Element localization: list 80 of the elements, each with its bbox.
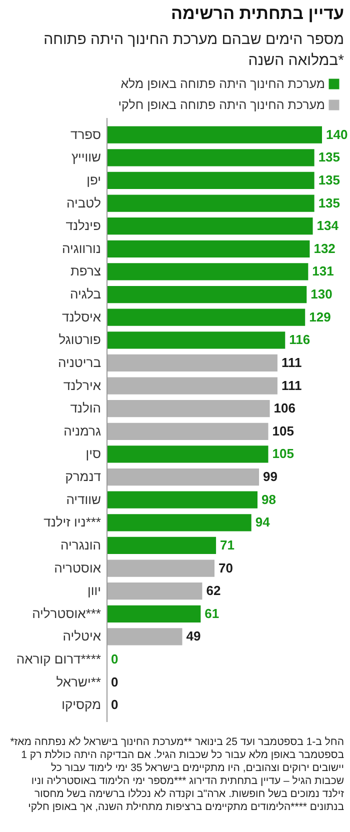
bar xyxy=(107,126,322,144)
data-label: 135 xyxy=(318,150,340,165)
y-tick-label: ישראל** xyxy=(56,674,101,690)
y-tick-label: שוודיה xyxy=(66,492,101,507)
y-tick-label: בלגיה xyxy=(70,286,102,302)
data-label: 131 xyxy=(312,264,334,279)
bar xyxy=(107,354,278,372)
data-label: 62 xyxy=(206,583,221,598)
chart-subtitle: מספר הימים שבהם מערכת החינוך היתה פתוחה במלואה השנה* xyxy=(44,31,344,69)
y-tick-label: שווייץ xyxy=(71,150,101,165)
bar xyxy=(107,172,314,190)
y-tick-label: אירלנד xyxy=(63,378,101,393)
y-tick-label: בריטניה xyxy=(58,354,102,370)
text: *החל ב-1 בספטמבר ועד 25 בינואר **מערכת החינוך בישראל לא נפתחה מאז 1 בספטמבר באופן מלא עבור כל שכבות הגיל. אם הבדיקה היתה כוללת רק יישובים ירוקים וצהובים, היו מתקיימים בישראל 35 ימי לימוד עבור כל שכבות הגיל – עדיין בתחתית הדירוג ***מספר ימי הלימוד באוסטרליה וניו זילנד נמוכים בשל חופשות. ארה"ב וקנדה לא נכללו ברשימה בשל מחסור בנתונים ****הלימודים מתקיימים ברציפות מתחילת השנה, אך באופן חלקי xyxy=(10,736,344,813)
bar xyxy=(107,514,252,532)
data-label: 0 xyxy=(111,652,118,667)
bar xyxy=(107,560,214,577)
y-tick-label: דנמרק xyxy=(65,469,101,484)
data-label: 0 xyxy=(111,697,118,712)
data-label: 106 xyxy=(274,400,296,416)
data-label: 49 xyxy=(186,628,201,644)
data-label: 129 xyxy=(309,309,331,324)
bar xyxy=(107,263,308,280)
data-label: 116 xyxy=(289,332,310,348)
legend-label: מערכת החינוך היתה פתוחה באופן חלקי xyxy=(118,98,325,112)
data-label: 94 xyxy=(255,514,271,530)
bar xyxy=(107,286,307,304)
bar xyxy=(107,218,313,235)
data-label: 105 xyxy=(272,446,294,462)
y-tick-label: מקסיקו xyxy=(62,697,101,712)
bar xyxy=(107,422,268,440)
data-label: 0 xyxy=(111,674,118,690)
data-label: 98 xyxy=(262,492,276,507)
data-label: 61 xyxy=(204,606,220,621)
data-label: 105 xyxy=(272,423,294,438)
data-label: 140 xyxy=(326,126,348,142)
y-tick-label: יפן xyxy=(86,172,101,188)
data-label: 135 xyxy=(318,172,340,188)
y-tick-label: ספרד xyxy=(70,126,101,142)
data-label: 132 xyxy=(314,240,336,256)
y-tick-label: אוסטרליה*** xyxy=(32,606,101,621)
data-label: 71 xyxy=(220,537,235,552)
y-tick-label: ניו זילנד*** xyxy=(44,514,101,530)
bar xyxy=(107,582,202,600)
y-tick-label: גרמניה xyxy=(64,423,102,438)
data-label: 135 xyxy=(318,195,340,210)
bar xyxy=(107,377,278,394)
data-label: 111 xyxy=(281,354,302,370)
chart-title: עדיין בתחתית הרשימה xyxy=(170,4,344,23)
data-label: 99 xyxy=(263,469,278,484)
bar xyxy=(107,491,258,508)
bar xyxy=(107,605,201,622)
bar xyxy=(107,194,314,212)
bar xyxy=(107,536,216,554)
y-tick-label: איטליה xyxy=(62,628,101,644)
y-tick-label: איסלנד xyxy=(62,309,101,324)
y-tick-label: אוסטריה xyxy=(54,560,101,576)
bar xyxy=(107,240,310,258)
bar xyxy=(107,308,306,326)
y-tick-label: צרפת xyxy=(70,264,101,279)
y-tick-label: פורטוגל xyxy=(58,332,102,348)
y-tick-label: סין xyxy=(86,446,101,462)
data-label: 134 xyxy=(316,218,340,234)
legend-label: מערכת החינוך היתה פתוחה באופן מלא xyxy=(120,77,325,91)
y-tick-label: לטביה xyxy=(66,195,102,210)
y-tick-label: נורווגיה xyxy=(62,240,101,256)
y-tick-label: הונגריה xyxy=(60,537,101,552)
data-label: 111 xyxy=(281,378,302,393)
bar xyxy=(107,332,286,349)
bar xyxy=(107,149,314,166)
bar xyxy=(107,628,182,646)
bar xyxy=(107,468,260,486)
y-tick-label: פינלנד xyxy=(66,218,102,234)
data-label: 130 xyxy=(310,286,332,302)
y-tick-label: יוון xyxy=(87,583,101,598)
data-label: 70 xyxy=(218,560,233,576)
bar xyxy=(107,400,270,418)
y-tick-label: דרום קוראה**** xyxy=(16,652,101,667)
bar xyxy=(107,446,268,463)
y-tick-label: הולנד xyxy=(70,400,101,416)
